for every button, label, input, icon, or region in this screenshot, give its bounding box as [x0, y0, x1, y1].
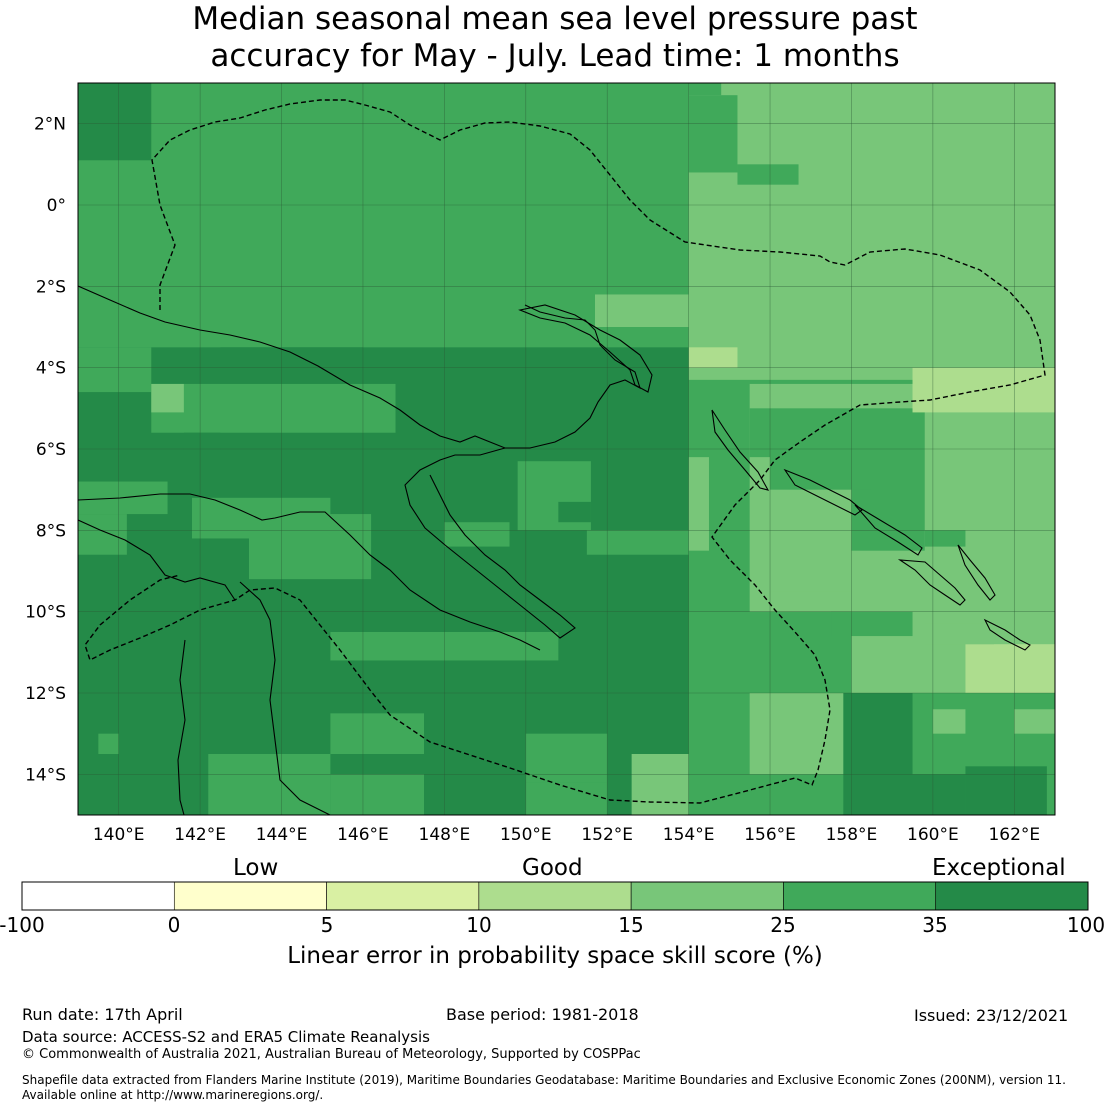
- longitude-tick-label: 158°E: [826, 825, 878, 845]
- colorbar-swatch: [630, 881, 784, 911]
- colorbar-swatch: [935, 881, 1089, 911]
- skill-score-cell: [965, 766, 1047, 815]
- skill-score-cell: [770, 449, 872, 490]
- latitude-tick-label: 8°S: [36, 521, 66, 541]
- skill-score-cell: [151, 383, 396, 433]
- skill-score-cell: [924, 623, 994, 645]
- longitude-tick-label: 152°E: [581, 825, 633, 845]
- skill-score-cell: [78, 83, 152, 161]
- longitude-tick-label: 150°E: [500, 825, 552, 845]
- skill-score-cell: [932, 709, 966, 734]
- map-title-line-2: accuracy for May - July. Lead time: 1 mo…: [210, 38, 900, 74]
- skill-score-cell: [688, 95, 738, 173]
- colorbar-swatch: [478, 881, 632, 911]
- colorbar-swatch: [783, 881, 937, 911]
- longitude-tick-label: 148°E: [419, 825, 471, 845]
- skill-score-cell: [248, 514, 372, 580]
- solomon-islands-coastline: [783, 468, 1031, 651]
- skill-score-cell: [78, 347, 152, 393]
- longitude-tick-label: 156°E: [744, 825, 796, 845]
- longitude-tick-label: 144°E: [256, 825, 308, 845]
- skill-score-cell: [183, 432, 221, 498]
- latitude-tick-label: 4°S: [36, 359, 66, 379]
- colorbar-swatch: [326, 881, 480, 911]
- skill-score-cell: [151, 383, 184, 413]
- skill-score-cell: [924, 530, 966, 547]
- latitude-tick-label: 10°S: [25, 603, 66, 623]
- skill-score-cell: [770, 591, 852, 612]
- copyright-notice: © Commonwealth of Australia 2021, Austra…: [22, 1047, 641, 1062]
- map-frame: [77, 82, 1056, 816]
- new-britain-coastline: [518, 304, 653, 393]
- longitude-tick-label: 154°E: [663, 825, 715, 845]
- colorbar-category-exceptional: Exceptional: [932, 855, 1066, 881]
- skill-score-cell: [525, 733, 608, 783]
- colorbar-tick-label: 25: [770, 913, 796, 937]
- longitude-tick-label: 160°E: [907, 825, 959, 845]
- skill-score-cell: [631, 754, 689, 815]
- skill-score-cell: [98, 733, 119, 754]
- colorbar-swatch: [173, 881, 327, 911]
- colorbar-tick-label: 15: [618, 913, 644, 937]
- colorbar-category-good: Good: [522, 855, 583, 881]
- colorbar-axis-label: Linear error in probability space skill …: [287, 943, 823, 969]
- longitude-tick-label: 140°E: [93, 825, 145, 845]
- skill-score-cell: [558, 501, 591, 523]
- shapefile-url: Available online at http://www.marinereg…: [22, 1088, 324, 1102]
- skill-score-cell: [330, 774, 425, 815]
- latitude-tick-label: 2°N: [34, 115, 66, 135]
- colorbar-frame: [21, 881, 1089, 911]
- skill-score-cell: [594, 294, 689, 327]
- colorbar-tick-label: 35: [922, 913, 948, 937]
- skill-score-cell: [831, 611, 913, 637]
- colorbar-tick-label: -100: [0, 913, 45, 937]
- longitude-tick-label: 146°E: [337, 825, 389, 845]
- colorbar-tick-label: 5: [320, 913, 334, 937]
- bougainville-coastline: [711, 409, 770, 491]
- skill-score-cell: [118, 623, 209, 693]
- skill-score-cell: [688, 83, 722, 96]
- skill-score-cell: [688, 83, 1055, 380]
- longitude-tick-label: 162°E: [988, 825, 1040, 845]
- skill-score-cell: [1014, 709, 1055, 734]
- latitude-tick-label: 0°: [47, 196, 66, 216]
- skill-score-cell: [586, 530, 689, 555]
- new-guinea-coastline: [78, 285, 641, 651]
- colorbar-category-low: Low: [233, 855, 279, 881]
- skill-score-cell: [737, 164, 799, 185]
- skill-score-cell: [843, 693, 913, 815]
- skill-score-cell: [688, 347, 738, 368]
- latitude-tick-label: 14°S: [25, 765, 66, 785]
- eez-boundary-png: [84, 99, 1046, 804]
- colorbar-tick-label: 10: [466, 913, 492, 937]
- colorbar-tick-label: 100: [1066, 913, 1106, 937]
- colorbar: [21, 881, 1089, 911]
- colorbar-tick-label: 0: [167, 913, 181, 937]
- longitude-tick-label: 142°E: [174, 825, 226, 845]
- latitude-tick-label: 12°S: [25, 684, 66, 704]
- base-period: Base period: 1981-2018: [446, 1005, 639, 1024]
- data-source: Data source: ACCESS-S2 and ERA5 Climate …: [22, 1028, 430, 1046]
- shapefile-credit: Shapefile data extracted from Flanders M…: [22, 1073, 1066, 1087]
- latitude-tick-label: 2°S: [36, 277, 66, 297]
- skill-score-cell: [444, 522, 510, 547]
- map-title-line-1: Median seasonal mean sea level pressure …: [192, 1, 918, 37]
- colorbar-swatch: [21, 881, 175, 911]
- australia-coastline: [78, 519, 331, 815]
- issued-date: Issued: 23/12/2021: [914, 1006, 1069, 1025]
- latitude-axis: 2°N 0° 2°S 4°S 6°S 8°S 10°S 12°S 14°S: [25, 115, 66, 786]
- latitude-tick-label: 6°S: [36, 440, 66, 460]
- skill-score-cell: [912, 774, 966, 815]
- map-plot-area: [77, 82, 1056, 816]
- run-date: Run date: 17th April: [22, 1005, 183, 1024]
- longitude-axis: 140°E 142°E 144°E 146°E 148°E 150°E 152°E 154°E…: [93, 825, 1040, 845]
- skill-score-cell: [330, 713, 425, 754]
- skill-score-cell: [78, 514, 127, 555]
- skill-score-cell: [525, 782, 608, 815]
